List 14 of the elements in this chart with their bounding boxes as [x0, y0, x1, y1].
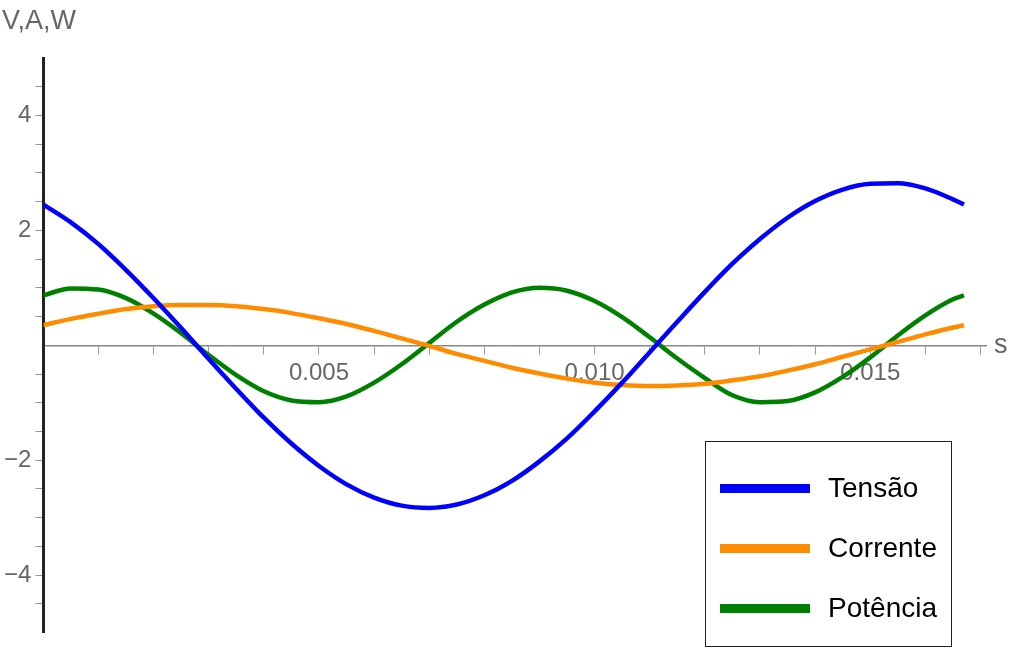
- y-tick-label: −2: [3, 444, 32, 472]
- line-series: [43, 181, 967, 511]
- y-axis-title: V,A,W: [2, 4, 77, 35]
- y-tick-label: 4: [18, 100, 32, 128]
- y-tick-label: −4: [3, 559, 32, 587]
- legend-label: Corrente: [828, 532, 937, 564]
- line-series: [43, 302, 967, 389]
- line-series: [43, 285, 967, 405]
- x-axis-title: s: [994, 328, 1008, 359]
- y-tick-label: 2: [18, 215, 32, 243]
- x-tick-label: 0.005: [288, 358, 350, 386]
- legend-label: Potência: [828, 592, 937, 624]
- x-tick-label: 0.010: [564, 358, 625, 386]
- legend-label: Tensão: [828, 472, 919, 504]
